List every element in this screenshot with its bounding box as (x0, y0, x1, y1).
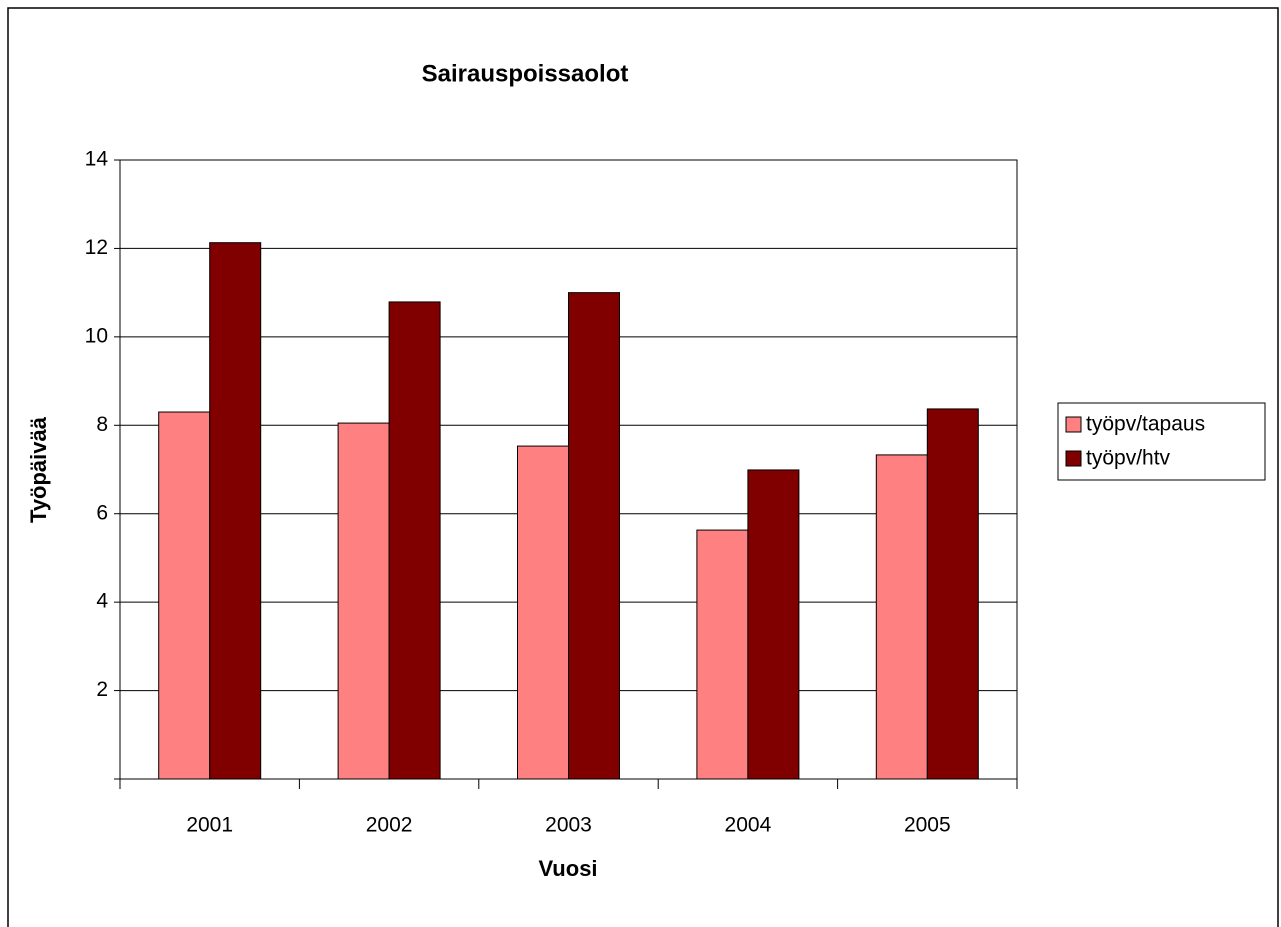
y-tick-label: 4 (96, 590, 108, 613)
x-tick-label: 2001 (186, 814, 233, 837)
x-tick-label: 2002 (366, 814, 413, 837)
bar (696, 529, 749, 780)
legend-label: työpv/htv (1086, 447, 1171, 470)
legend-swatch (1065, 416, 1082, 433)
x-axis-label: Vuosi (538, 856, 597, 881)
bar (209, 242, 262, 780)
y-tick-label: 2 (96, 678, 108, 701)
legend-swatch (1065, 450, 1082, 467)
y-tick-label: 12 (85, 236, 108, 259)
x-tick-label: 2004 (725, 814, 772, 837)
bar (926, 408, 979, 780)
bar (337, 422, 390, 780)
y-tick-label: 14 (85, 148, 109, 171)
legend-label: työpv/tapaus (1086, 413, 1205, 436)
y-tick-label: 6 (96, 501, 108, 524)
bar (568, 292, 620, 780)
y-tick-label: 10 (85, 324, 108, 347)
x-tick-label: 2005 (904, 814, 951, 837)
bar (158, 411, 211, 780)
y-tick-label: 8 (96, 413, 108, 436)
bar (388, 301, 441, 780)
bar (747, 469, 800, 780)
bar (875, 454, 928, 780)
chart-title: Sairauspoissaolot (422, 60, 629, 87)
legend-box (1057, 402, 1266, 481)
y-axis-label: Työpäivää (26, 416, 51, 523)
x-tick-label: 2003 (545, 814, 592, 837)
bar (517, 445, 569, 780)
